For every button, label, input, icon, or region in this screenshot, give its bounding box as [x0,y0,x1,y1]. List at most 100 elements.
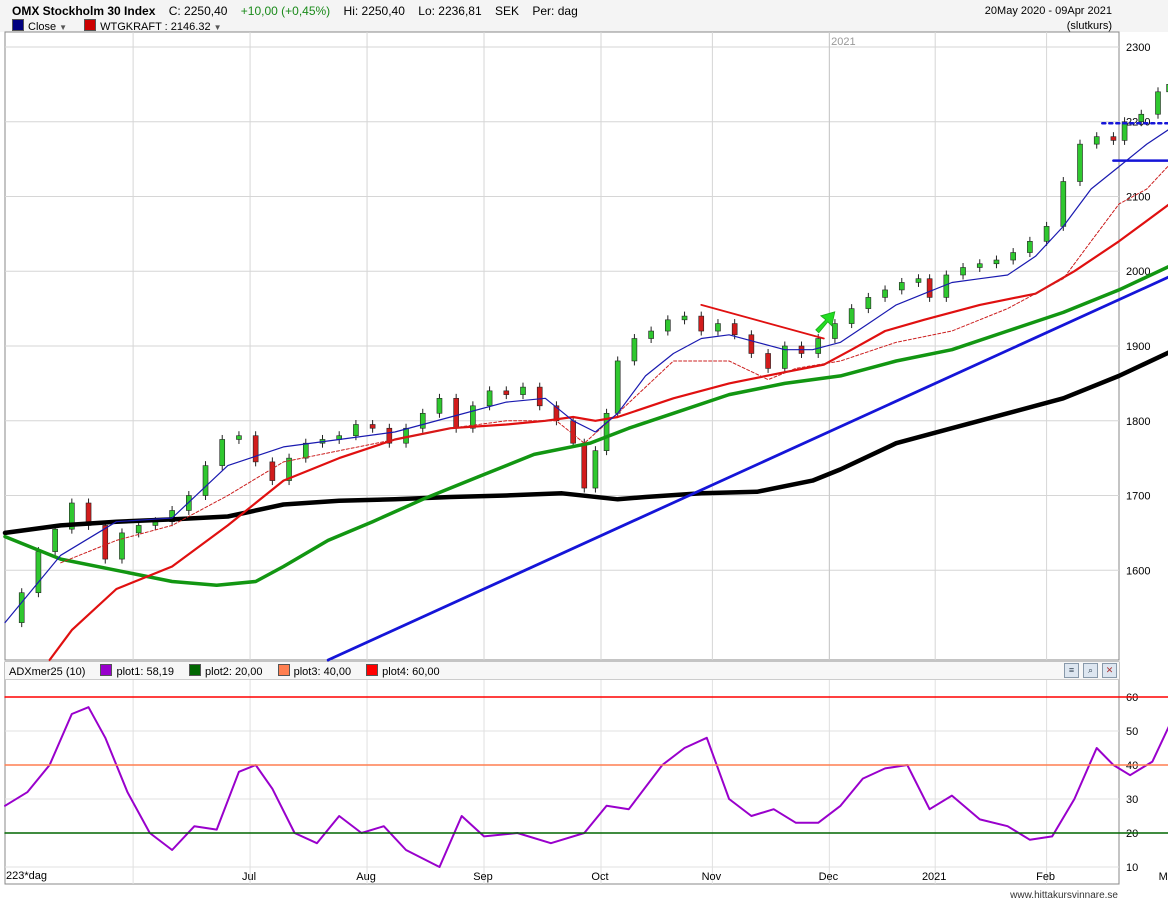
x-tick-label: Mar [1159,871,1168,883]
period-label: Per: dag [532,4,578,18]
candle-body [993,259,1000,265]
candle-body [570,420,576,444]
candle-body [1060,181,1067,227]
candle-body [302,442,309,459]
price-y-tick-label: 2100 [1126,191,1150,203]
moving-average-black [2,350,1168,536]
candle-body [848,308,855,324]
candle-body [665,319,671,332]
candle-body [286,457,292,481]
price-grid [5,32,1119,660]
candle-body [865,297,872,309]
candle-body [832,323,838,339]
candle-body [715,323,721,332]
candle-body [731,323,738,336]
price-y-tick-label: 2000 [1126,266,1150,278]
indicator-legend-bar: ADXmer25 (10) plot1: 58,19 plot2: 20,00 … [5,662,1119,680]
candle-body [781,345,788,369]
x-tick-label: 2021 [922,871,946,883]
currency-label: SEK [495,4,520,18]
candle-body [486,390,493,407]
plot3-swatch [277,664,290,676]
candle-body [18,592,25,623]
legend-close-label: Close [28,21,57,33]
bar-count-label: 223*dag [6,870,47,882]
search-icon[interactable]: ⌕ [1083,663,1098,678]
candle-body [35,551,42,594]
close-value: C: 2250,40 [168,4,228,18]
candle-body [765,353,771,369]
moving-average-green [3,265,1168,587]
chevron-down-icon[interactable]: ▼ [59,23,68,32]
legend-wtgkraft-label: WTGKRAFT : 2146.32 [100,21,211,33]
adx-y-tick-label: 50 [1126,726,1138,738]
trailing-stop-line [60,165,1168,564]
plot3-label: plot3: 40,00 [293,666,352,678]
candle-body [681,315,688,321]
list-icon[interactable]: ≡ [1064,663,1079,678]
candle-body [1166,84,1168,93]
candle-body [119,532,125,560]
adx-series [4,696,1168,868]
candle-body [419,412,426,429]
price-y-tick-label: 1900 [1126,341,1150,353]
candle-body [503,390,510,395]
price-y-tick-label: 2300 [1126,42,1150,54]
candle-body [69,502,75,530]
candle-body [236,435,242,440]
legend-wtgkraft[interactable]: WTGKRAFT : 2146.32 ▼ [84,19,227,33]
adx-y-tick-label: 40 [1126,760,1138,772]
candle-body [960,267,966,276]
legend-close[interactable]: Close ▼ [12,19,76,33]
x-tick-label: Feb [1036,871,1055,883]
high-value: Hi: 2250,40 [343,4,405,18]
adx-y-tick-label: 30 [1126,794,1138,806]
x-tick-label: Oct [591,871,608,883]
indicator-name: ADXmer25 (10) [9,666,86,678]
x-tick-label: Aug [356,871,376,883]
quote-summary: OMX Stockholm 30 Index C: 2250,40 +10,00… [12,4,588,18]
index-title: OMX Stockholm 30 Index [12,4,156,18]
price-y-tick-label: 1700 [1126,491,1150,503]
candle-body [202,465,209,496]
moving-average-blue [4,129,1168,624]
candle-body [1121,121,1128,141]
candle-body [135,525,142,534]
change-value: +10,00 (+0,45%) [240,4,331,18]
candle-body [976,263,983,268]
legend-close-swatch [12,19,24,31]
plot1-label: plot1: 58,19 [116,666,174,678]
price-legend: Close ▼ WTGKRAFT : 2146.32 ▼ [12,19,235,33]
candlesticks [18,84,1168,628]
adx-grid [5,662,1119,884]
candle-body [1093,136,1100,145]
plot2-swatch [189,664,202,676]
candle-body [436,398,443,414]
chart-header: OMX Stockholm 30 Index C: 2250,40 +10,00… [0,0,1168,33]
close-icon[interactable]: ✕ [1102,663,1117,678]
legend-wtgkraft-swatch [84,19,97,31]
x-tick-label: Nov [702,871,722,883]
candle-body [470,405,476,429]
plot2-label: plot2: 20,00 [205,666,263,678]
chevron-down-icon[interactable]: ▼ [213,23,222,32]
candle-body [453,398,459,429]
candle-body [1110,136,1117,141]
x-tick-label: Dec [819,871,839,883]
candle-body [1155,91,1161,115]
candle-body [1138,113,1145,123]
candle-body [102,525,109,560]
plot4-swatch [366,664,379,676]
moving-average-red [48,203,1168,662]
x-tick-label: Jul [242,871,256,883]
candle-body [1043,226,1050,242]
support-trendline [326,275,1168,662]
candle-body [592,450,599,489]
source-credit: www.hittakursvinnare.se [1010,890,1118,901]
candle-body [520,386,526,395]
adx-y-tick-label: 10 [1126,862,1138,874]
candle-body [1077,143,1083,182]
indicator-buttons: ≡ ⌕ ✕ [1060,663,1117,678]
